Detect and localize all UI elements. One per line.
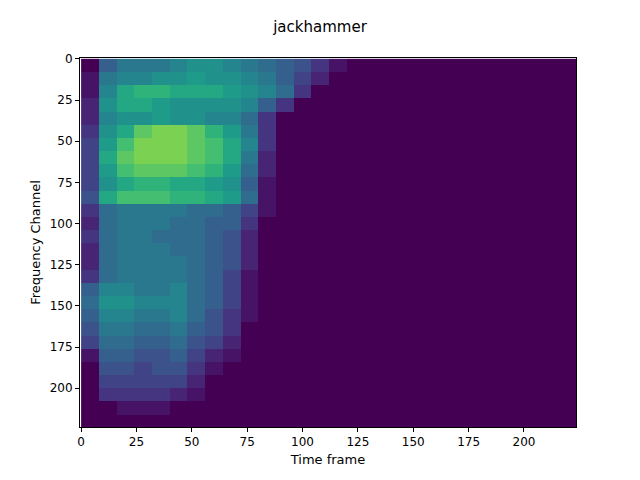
svg-text:175: 175 [50,340,73,354]
svg-text:150: 150 [402,435,425,449]
svg-text:jackhammer: jackhammer [272,18,367,36]
svg-text:125: 125 [50,258,73,272]
svg-text:100: 100 [291,435,314,449]
svg-text:50: 50 [184,435,199,449]
svg-text:25: 25 [129,435,144,449]
svg-text:75: 75 [57,176,72,190]
svg-text:150: 150 [50,299,73,313]
svg-text:0: 0 [77,435,85,449]
svg-text:125: 125 [346,435,369,449]
svg-text:100: 100 [50,217,73,231]
svg-text:Time frame: Time frame [290,452,366,467]
svg-text:25: 25 [57,93,72,107]
svg-text:Frequency Channel: Frequency Channel [28,180,43,305]
svg-text:200: 200 [50,381,73,395]
svg-text:75: 75 [240,435,255,449]
svg-text:200: 200 [513,435,536,449]
svg-text:0: 0 [65,52,73,66]
svg-text:175: 175 [457,435,480,449]
svg-text:50: 50 [57,134,72,148]
